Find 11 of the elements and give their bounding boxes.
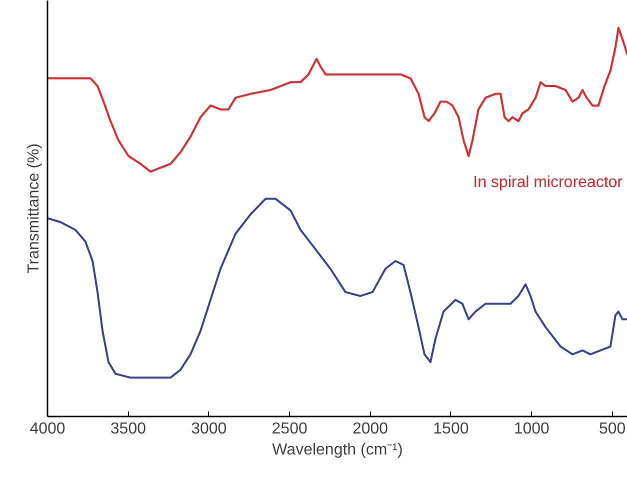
y-axis-title: Transmittance (%)	[26, 143, 42, 274]
x-tick-label: 2000	[352, 420, 388, 438]
x-tick-label: 500	[598, 420, 626, 438]
x-tick-label: 3000	[191, 420, 227, 438]
x-tick-label: 2500	[272, 420, 308, 438]
x-axis-title: Wavelength (cm⁻¹)	[272, 442, 403, 458]
x-tick-label: 4000	[30, 420, 66, 438]
x-tick-label: 1500	[433, 420, 469, 438]
x-tick-label: 3500	[110, 420, 146, 438]
x-tick-label: 1000	[514, 420, 550, 438]
series-label: In spiral microreactor	[473, 174, 624, 192]
